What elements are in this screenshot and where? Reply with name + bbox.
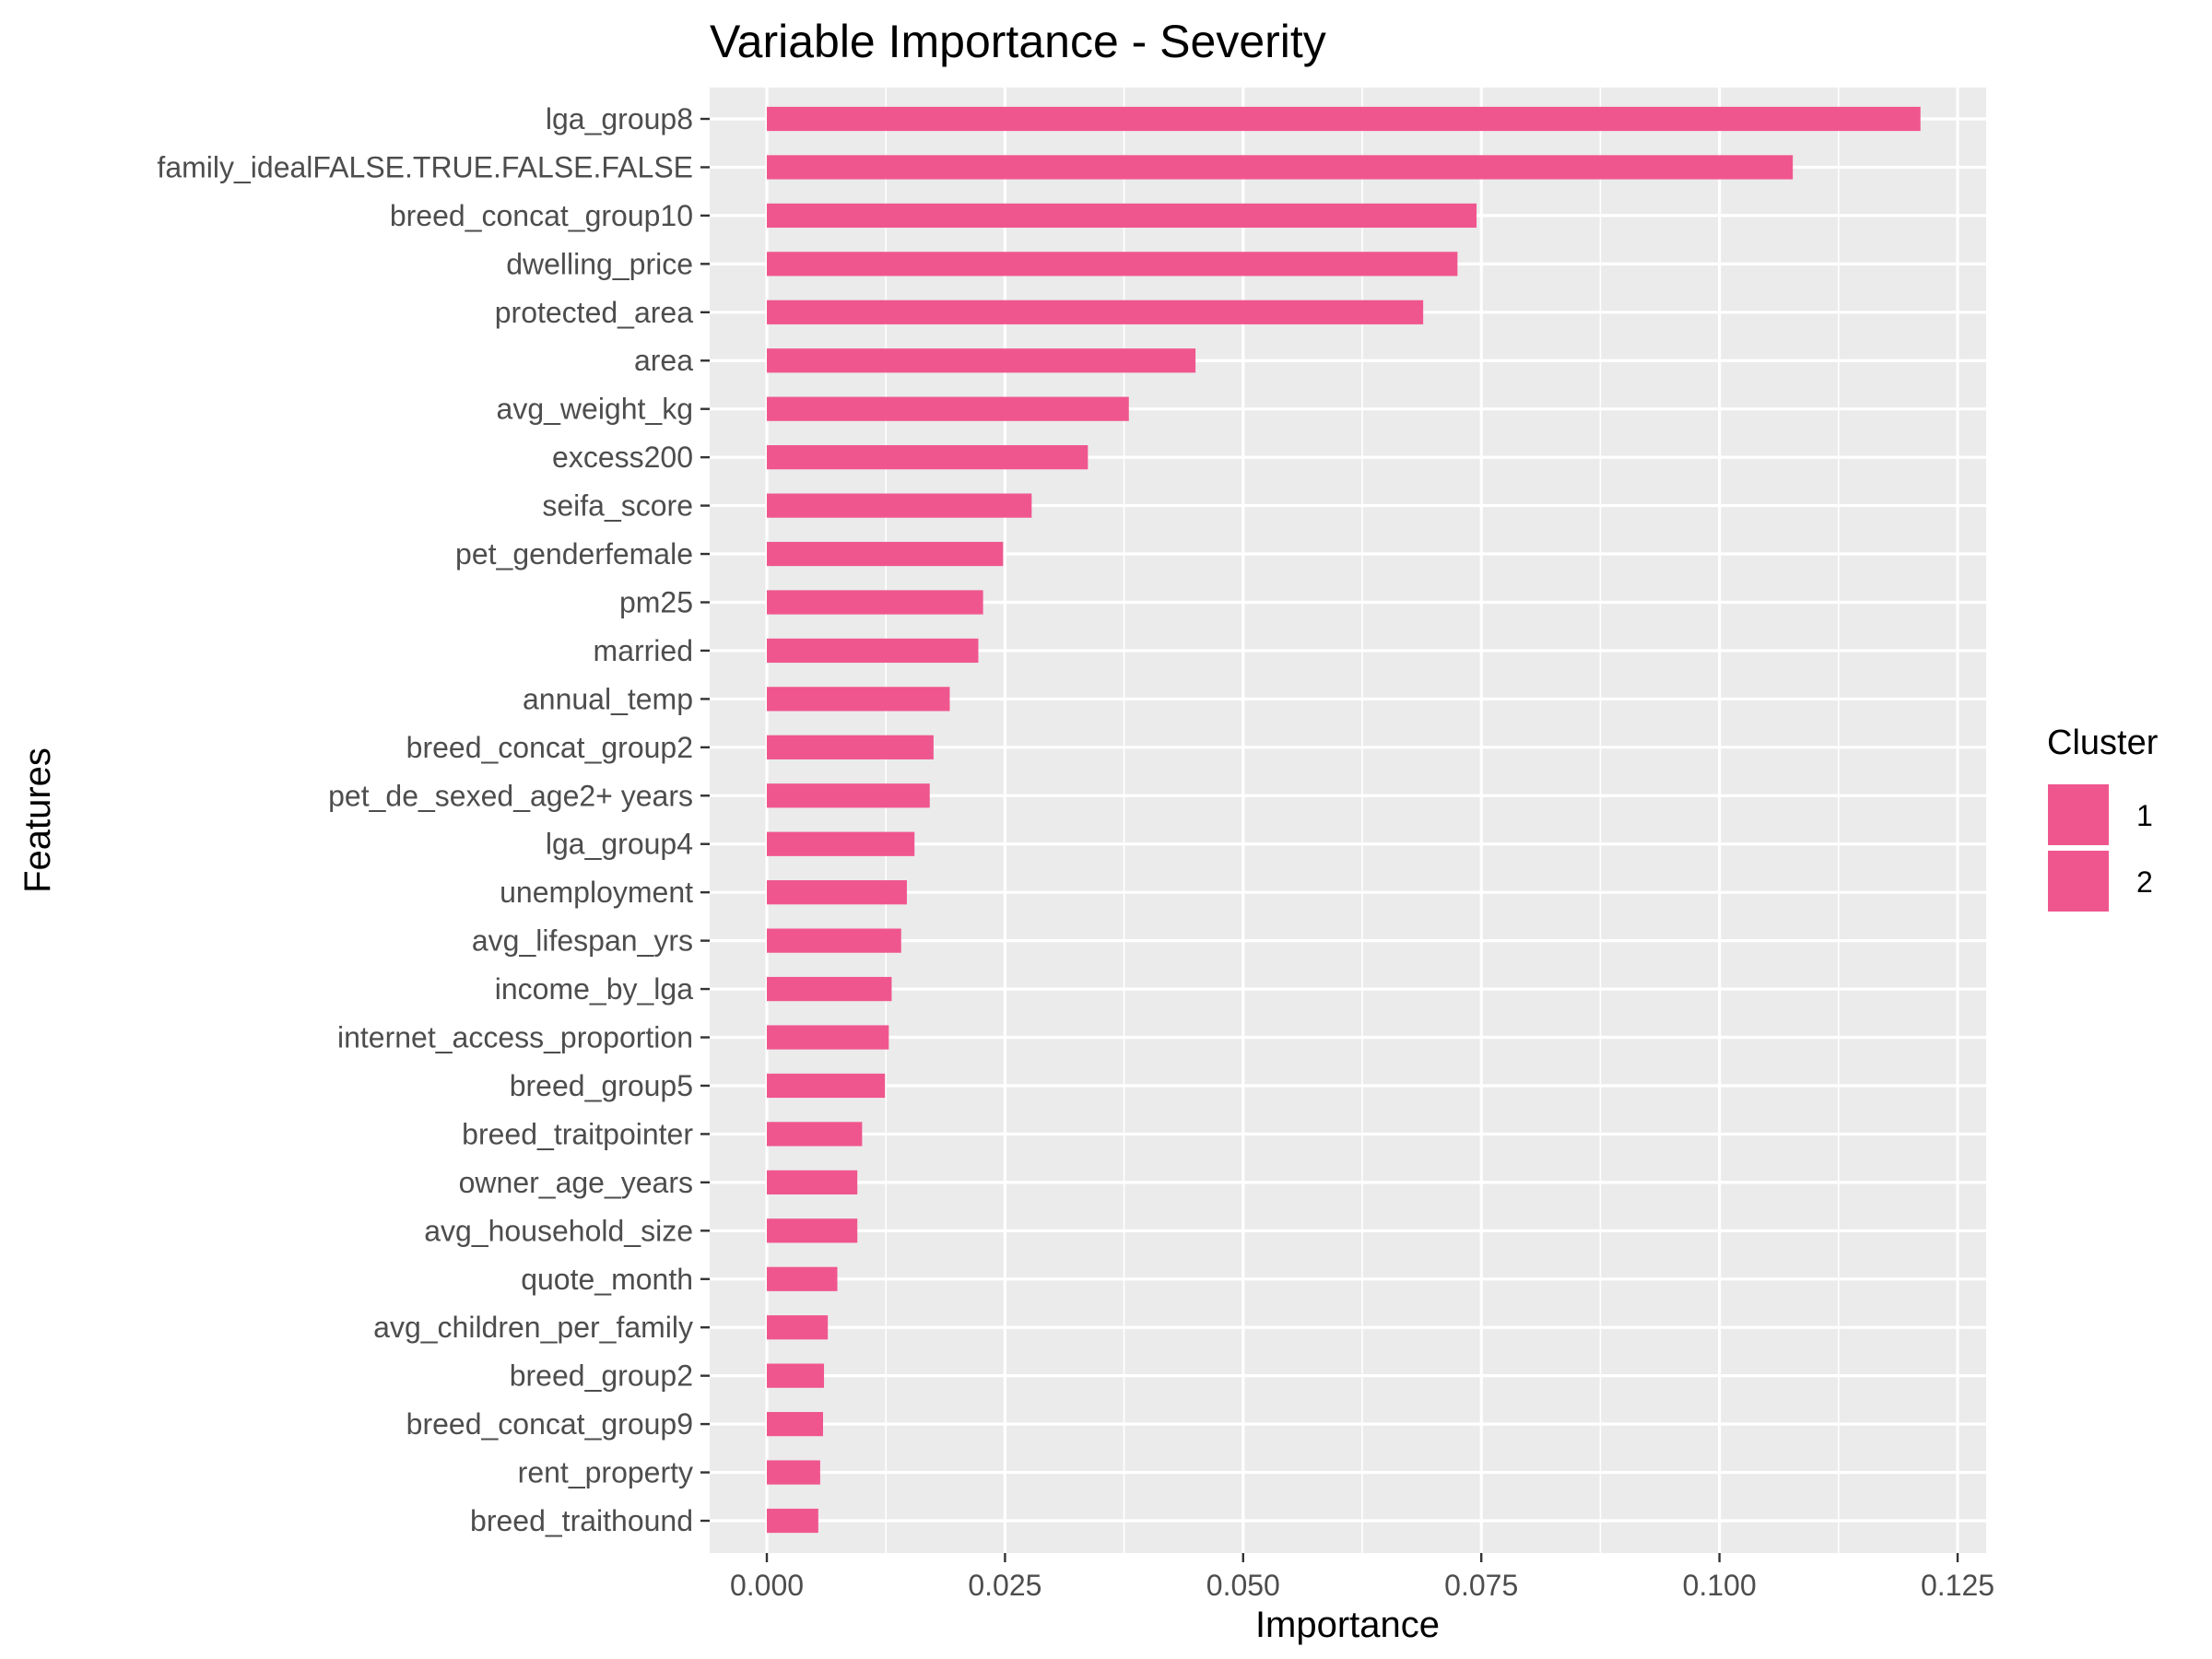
x-tick-label: 0.075 (1444, 1569, 1518, 1602)
legend-label-1: 1 (2136, 799, 2153, 832)
y-tick-label: area (634, 344, 693, 377)
bar (767, 1025, 889, 1050)
bar (767, 493, 1032, 518)
y-tick-label: pet_de_sexed_age2+ years (328, 779, 693, 812)
bar (767, 1170, 858, 1194)
bar (767, 252, 1458, 276)
bar (767, 1218, 858, 1243)
y-tick-label: breed_traithound (470, 1504, 693, 1537)
x-axis-title: Importance (1255, 1605, 1440, 1645)
y-tick-label: breed_group5 (510, 1069, 693, 1102)
y-tick-label: pm25 (619, 585, 693, 618)
bar (767, 1460, 820, 1485)
legend-label-2: 2 (2136, 865, 2153, 899)
bar (767, 155, 1794, 180)
bar (767, 783, 930, 808)
bar (767, 445, 1088, 470)
x-tick-label: 0.025 (968, 1569, 1041, 1602)
bar (767, 1122, 863, 1147)
y-tick-label: seifa_score (542, 489, 693, 523)
x-tick-label: 0.125 (1921, 1569, 1994, 1602)
plot-panel (710, 88, 1986, 1553)
y-tick-label: avg_children_per_family (373, 1311, 693, 1344)
y-tick-label: income_by_lga (495, 972, 693, 1006)
bar (767, 831, 915, 856)
bar (767, 300, 1424, 324)
legend-key-2 (2046, 849, 2111, 913)
bar (767, 638, 979, 664)
y-tick-label: avg_household_size (424, 1214, 693, 1247)
y-tick-label: dwelling_price (506, 247, 693, 280)
bar (767, 1508, 818, 1534)
y-tick-label: breed_traitpointer (462, 1117, 693, 1150)
bar (767, 735, 934, 759)
bar (767, 687, 950, 712)
y-tick-label: excess200 (552, 441, 693, 474)
y-tick-label: protected_area (495, 296, 693, 329)
y-axis-title: Features (18, 747, 58, 893)
x-axis-ticks: 0.000 0.025 0.050 0.075 0.100 0.125 (730, 1553, 1994, 1602)
bar (767, 976, 892, 1002)
bar (767, 396, 1129, 421)
y-tick-label: avg_lifespan_yrs (472, 924, 693, 958)
legend-key-1 (2046, 782, 2111, 847)
y-tick-label: pet_genderfemale (455, 537, 693, 571)
bar (767, 203, 1477, 229)
bar (767, 348, 1196, 373)
y-tick-label: lga_group8 (546, 102, 693, 135)
bar (767, 106, 1921, 132)
y-tick-label: quote_month (521, 1263, 693, 1296)
y-tick-label: lga_group4 (546, 828, 693, 861)
y-tick-label: owner_age_years (459, 1166, 693, 1199)
y-tick-label: family_idealFALSE.TRUE.FALSE.FALSE (157, 150, 693, 183)
chart-title: Variable Importance - Severity (710, 16, 1326, 67)
y-tick-label: internet_access_proportion (337, 1021, 693, 1054)
y-tick-label: married (594, 634, 693, 667)
bar (767, 880, 907, 905)
y-tick-label: breed_group2 (510, 1359, 693, 1393)
y-tick-label: rent_property (518, 1456, 693, 1489)
y-tick-label: annual_temp (523, 682, 693, 715)
y-tick-label: breed_concat_group2 (406, 731, 693, 764)
bar (767, 1363, 825, 1388)
bar (767, 1266, 838, 1291)
legend-title: Cluster (2047, 724, 2159, 762)
y-tick-label: breed_concat_group9 (406, 1407, 693, 1441)
y-tick-label: avg_weight_kg (497, 393, 693, 426)
bar (767, 1411, 823, 1437)
grid-lines (710, 88, 1986, 1553)
legend: Cluster 1 2 (2046, 724, 2159, 913)
bar (767, 928, 901, 953)
bar (767, 590, 983, 615)
bars (767, 106, 1921, 1534)
bar (767, 541, 1004, 567)
x-tick-label: 0.050 (1206, 1569, 1280, 1602)
x-tick-label: 0.000 (730, 1569, 804, 1602)
y-tick-label: breed_concat_group10 (390, 199, 693, 232)
bar (767, 1315, 829, 1340)
x-tick-label: 0.100 (1683, 1569, 1757, 1602)
bar (767, 1073, 886, 1099)
y-tick-label: unemployment (500, 876, 693, 909)
y-axis-ticks: lga_group8 family_idealFALSE.TRUE.FALSE.F… (157, 102, 710, 1537)
